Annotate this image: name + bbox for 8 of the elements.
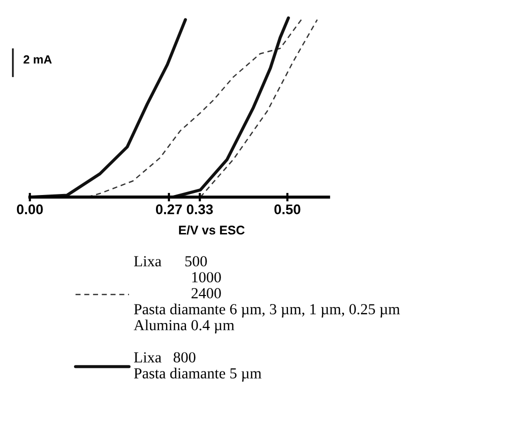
x-axis-title: E/V vs ESC: [179, 225, 245, 235]
legend-label: Lixa 800 Pasta diamante 5 µm: [134, 352, 262, 382]
x-tick-label: 0.50: [274, 204, 300, 214]
x-tick-label: 0.33: [186, 204, 213, 214]
legend-label: Lixa 500 1000 2400 Pasta diamante 6 µm, 3 µm, 1 µm, 0.25 µm Alumina 0.4 µm: [134, 256, 400, 334]
annotation: 2 mA: [24, 55, 52, 64]
x-tick-label: 0.00: [16, 204, 43, 214]
x-tick-label: 0.27: [156, 204, 182, 214]
